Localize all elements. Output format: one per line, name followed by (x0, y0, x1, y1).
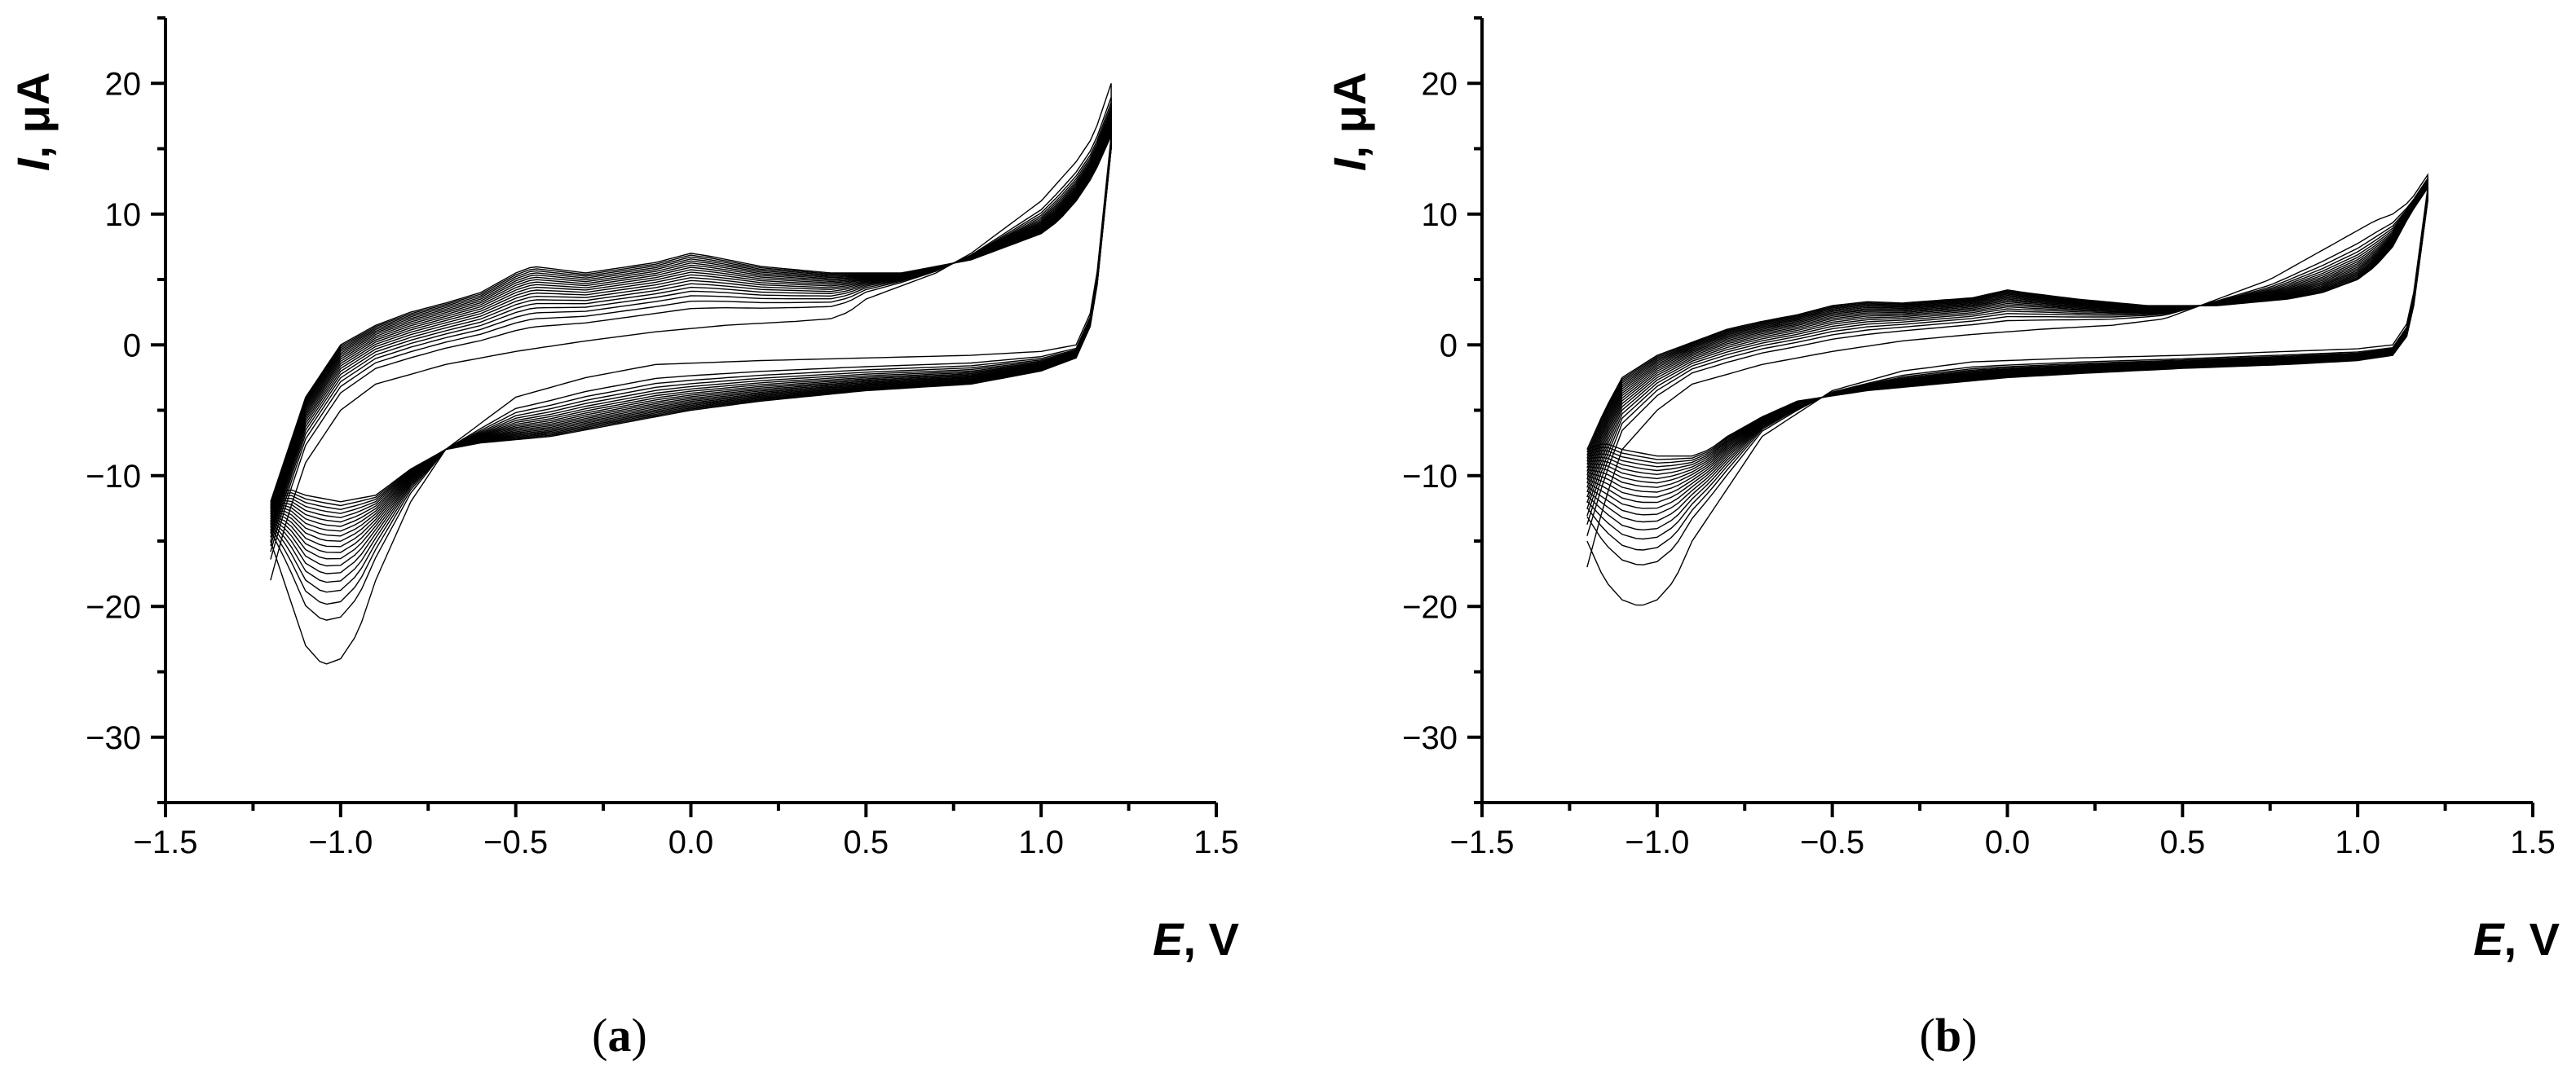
y-axis-symbol-a: I (7, 157, 59, 171)
caption-open-a: ( (592, 1009, 607, 1062)
y-tick-label: 10 (1422, 197, 1458, 233)
cv-cycle-17 (270, 131, 1112, 514)
caption-letter-a: a (608, 1009, 632, 1062)
x-axis-unit-a: , V (1184, 913, 1239, 965)
x-tick-label: 0.5 (844, 825, 889, 860)
panel-caption-a: (a) (592, 1009, 647, 1062)
cv-cycle-15 (270, 128, 1112, 523)
x-tick-label: −0.5 (483, 825, 548, 860)
y-axis-unit-b: , μA (1324, 73, 1375, 159)
x-tick-label: −1.5 (134, 825, 198, 860)
x-tick-label: −1.5 (1450, 825, 1515, 860)
caption-letter-b: b (1935, 1009, 1961, 1062)
y-axis-unit-a: , μA (7, 73, 59, 159)
x-tick-label: 0.0 (1985, 825, 2031, 860)
y-tick-label: 20 (1422, 66, 1458, 102)
cv-cycle-3 (270, 102, 1112, 605)
y-tick-label: −30 (86, 720, 141, 756)
x-axis-symbol-a: E (1153, 913, 1184, 965)
cv-cycle-19 (1586, 186, 2428, 460)
cv-cycle-11 (270, 122, 1112, 542)
caption-close-b: ) (1961, 1009, 1977, 1062)
x-tick-label: 1.0 (1018, 825, 1064, 860)
x-tick-label: 1.5 (2510, 825, 2556, 860)
y-axis-symbol-b: I (1324, 157, 1375, 171)
caption-open-b: ( (1920, 1009, 1935, 1062)
y-axis-title-b: I, μA (1324, 73, 1375, 171)
y-axis-title-a: I, μA (7, 73, 59, 171)
cv-cycle-20 (1586, 186, 2428, 457)
cv-cycle-2 (270, 97, 1112, 621)
x-axis-title-b: E, V (2473, 913, 2560, 965)
x-tick-label: 0.5 (2160, 825, 2206, 860)
y-tick-label: 10 (105, 197, 142, 233)
plot-area-b: −1.5 −1.0 −0.5 0.0 0.5 1.0 1.5 −30 −20 −10 0 10 20 (1402, 16, 2556, 860)
x-tick-label: −1.0 (1625, 825, 1689, 860)
x-tick-label: 0.0 (668, 825, 714, 860)
x-tick-label: −1.0 (308, 825, 373, 860)
caption-close-a: ) (632, 1009, 647, 1062)
y-tick-label: −20 (1402, 589, 1458, 625)
x-axis-unit-b: , V (2504, 913, 2560, 965)
y-tick-label: 0 (1440, 328, 1458, 363)
cv-cycle-16 (270, 130, 1112, 519)
x-tick-label: 1.5 (1193, 825, 1239, 860)
cv-cycle-12 (270, 124, 1112, 537)
axes-b (1480, 18, 2533, 804)
x-axis-title-a: E, V (1153, 913, 1239, 965)
cv-cycle-16 (1586, 184, 2428, 472)
y-tick-label: −30 (1402, 720, 1458, 756)
cv-cycle-5 (270, 108, 1112, 583)
cv-cycle-20 (270, 135, 1112, 503)
cv-cycle-14 (270, 127, 1112, 527)
panel-b: −1.5 −1.0 −0.5 0.0 0.5 1.0 1.5 −30 −20 −10 0 10 20 I… (1324, 16, 2560, 1062)
y-tick-label: 0 (123, 328, 141, 363)
x-tick-label: 1.0 (2335, 825, 2380, 860)
y-tick-label: −20 (86, 589, 141, 625)
y-tick-label: 20 (105, 66, 142, 102)
cv-cycle-18 (1586, 185, 2428, 464)
cv-cycle-6 (270, 112, 1112, 574)
x-tick-label: −0.5 (1800, 825, 1864, 860)
panel-a: −1.5 −1.0 −0.5 0.0 0.5 1.0 1.5 −30 −20 −10 0 10 20 I… (7, 16, 1239, 1062)
panel-caption-b: (b) (1920, 1009, 1978, 1062)
y-tick-label: −10 (1402, 459, 1458, 495)
cv-cycle-18 (270, 133, 1112, 511)
x-axis-symbol-b: E (2473, 913, 2505, 965)
plot-area-a: −1.5 −1.0 −0.5 0.0 0.5 1.0 1.5 −30 −20 −10 0 10 20 (86, 16, 1239, 860)
cv-cycle-17 (1586, 185, 2428, 468)
y-tick-label: −10 (86, 459, 141, 495)
cv-cycle-15 (1586, 184, 2428, 476)
cv-cycle-1 (1586, 173, 2428, 606)
